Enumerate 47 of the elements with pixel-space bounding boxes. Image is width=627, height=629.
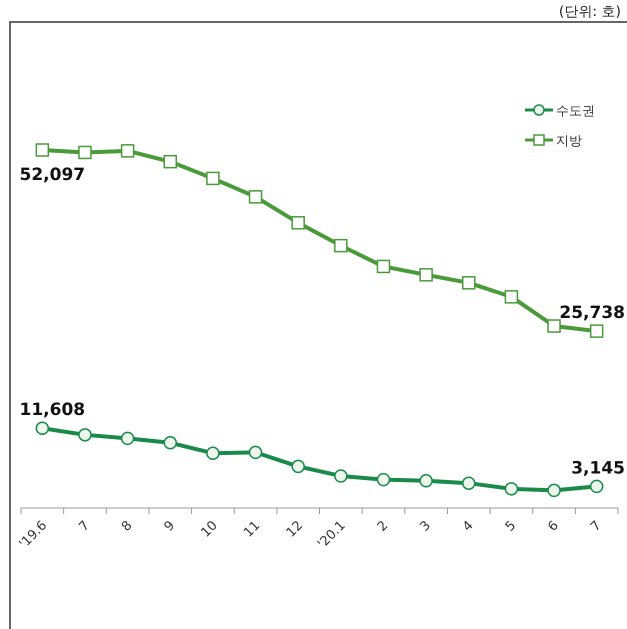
point [334, 469, 348, 483]
x-tick-label: 7 [76, 518, 93, 535]
legend-label: 수도권 [556, 104, 595, 119]
point [376, 260, 390, 274]
point [547, 484, 561, 498]
point [334, 238, 348, 252]
text: (단위: 호) [558, 4, 621, 20]
x-tick-label: 8 [118, 518, 136, 535]
point [36, 143, 50, 157]
x-tick-label: 9 [162, 518, 178, 535]
point [164, 436, 177, 450]
point [419, 474, 433, 488]
data-label: 25,738 [559, 303, 625, 324]
point [248, 190, 262, 204]
x-tick-label: 4 [460, 518, 477, 535]
point [120, 432, 134, 446]
x-tick-label: 5 [502, 518, 520, 535]
point [248, 446, 262, 460]
x-tick-label: 6 [545, 518, 562, 535]
point [78, 428, 92, 442]
point [590, 480, 604, 494]
x-tick-label: 12 [284, 518, 306, 541]
point [206, 446, 220, 460]
point [547, 319, 561, 333]
point [462, 476, 476, 490]
point [164, 154, 177, 168]
point [291, 216, 305, 230]
legend-label: 지방 [556, 134, 582, 149]
point [462, 276, 476, 290]
point [504, 290, 518, 304]
point [206, 172, 220, 186]
x-tick-label: 11 [241, 518, 264, 541]
point [376, 472, 390, 486]
data-label: 3,145 [571, 458, 625, 478]
point [504, 482, 518, 496]
point [36, 421, 50, 435]
x-tick-label: 3 [417, 518, 434, 535]
x-tick-label: 10 [198, 518, 221, 541]
point [78, 146, 92, 160]
point [120, 144, 134, 158]
data-label: 52,097 [20, 165, 86, 185]
point [590, 324, 604, 338]
point [291, 460, 305, 474]
x-tick-label: 7 [588, 518, 605, 535]
point [419, 268, 433, 282]
x-tick-label: 2 [374, 518, 392, 535]
data-label: 11,608 [20, 400, 86, 420]
